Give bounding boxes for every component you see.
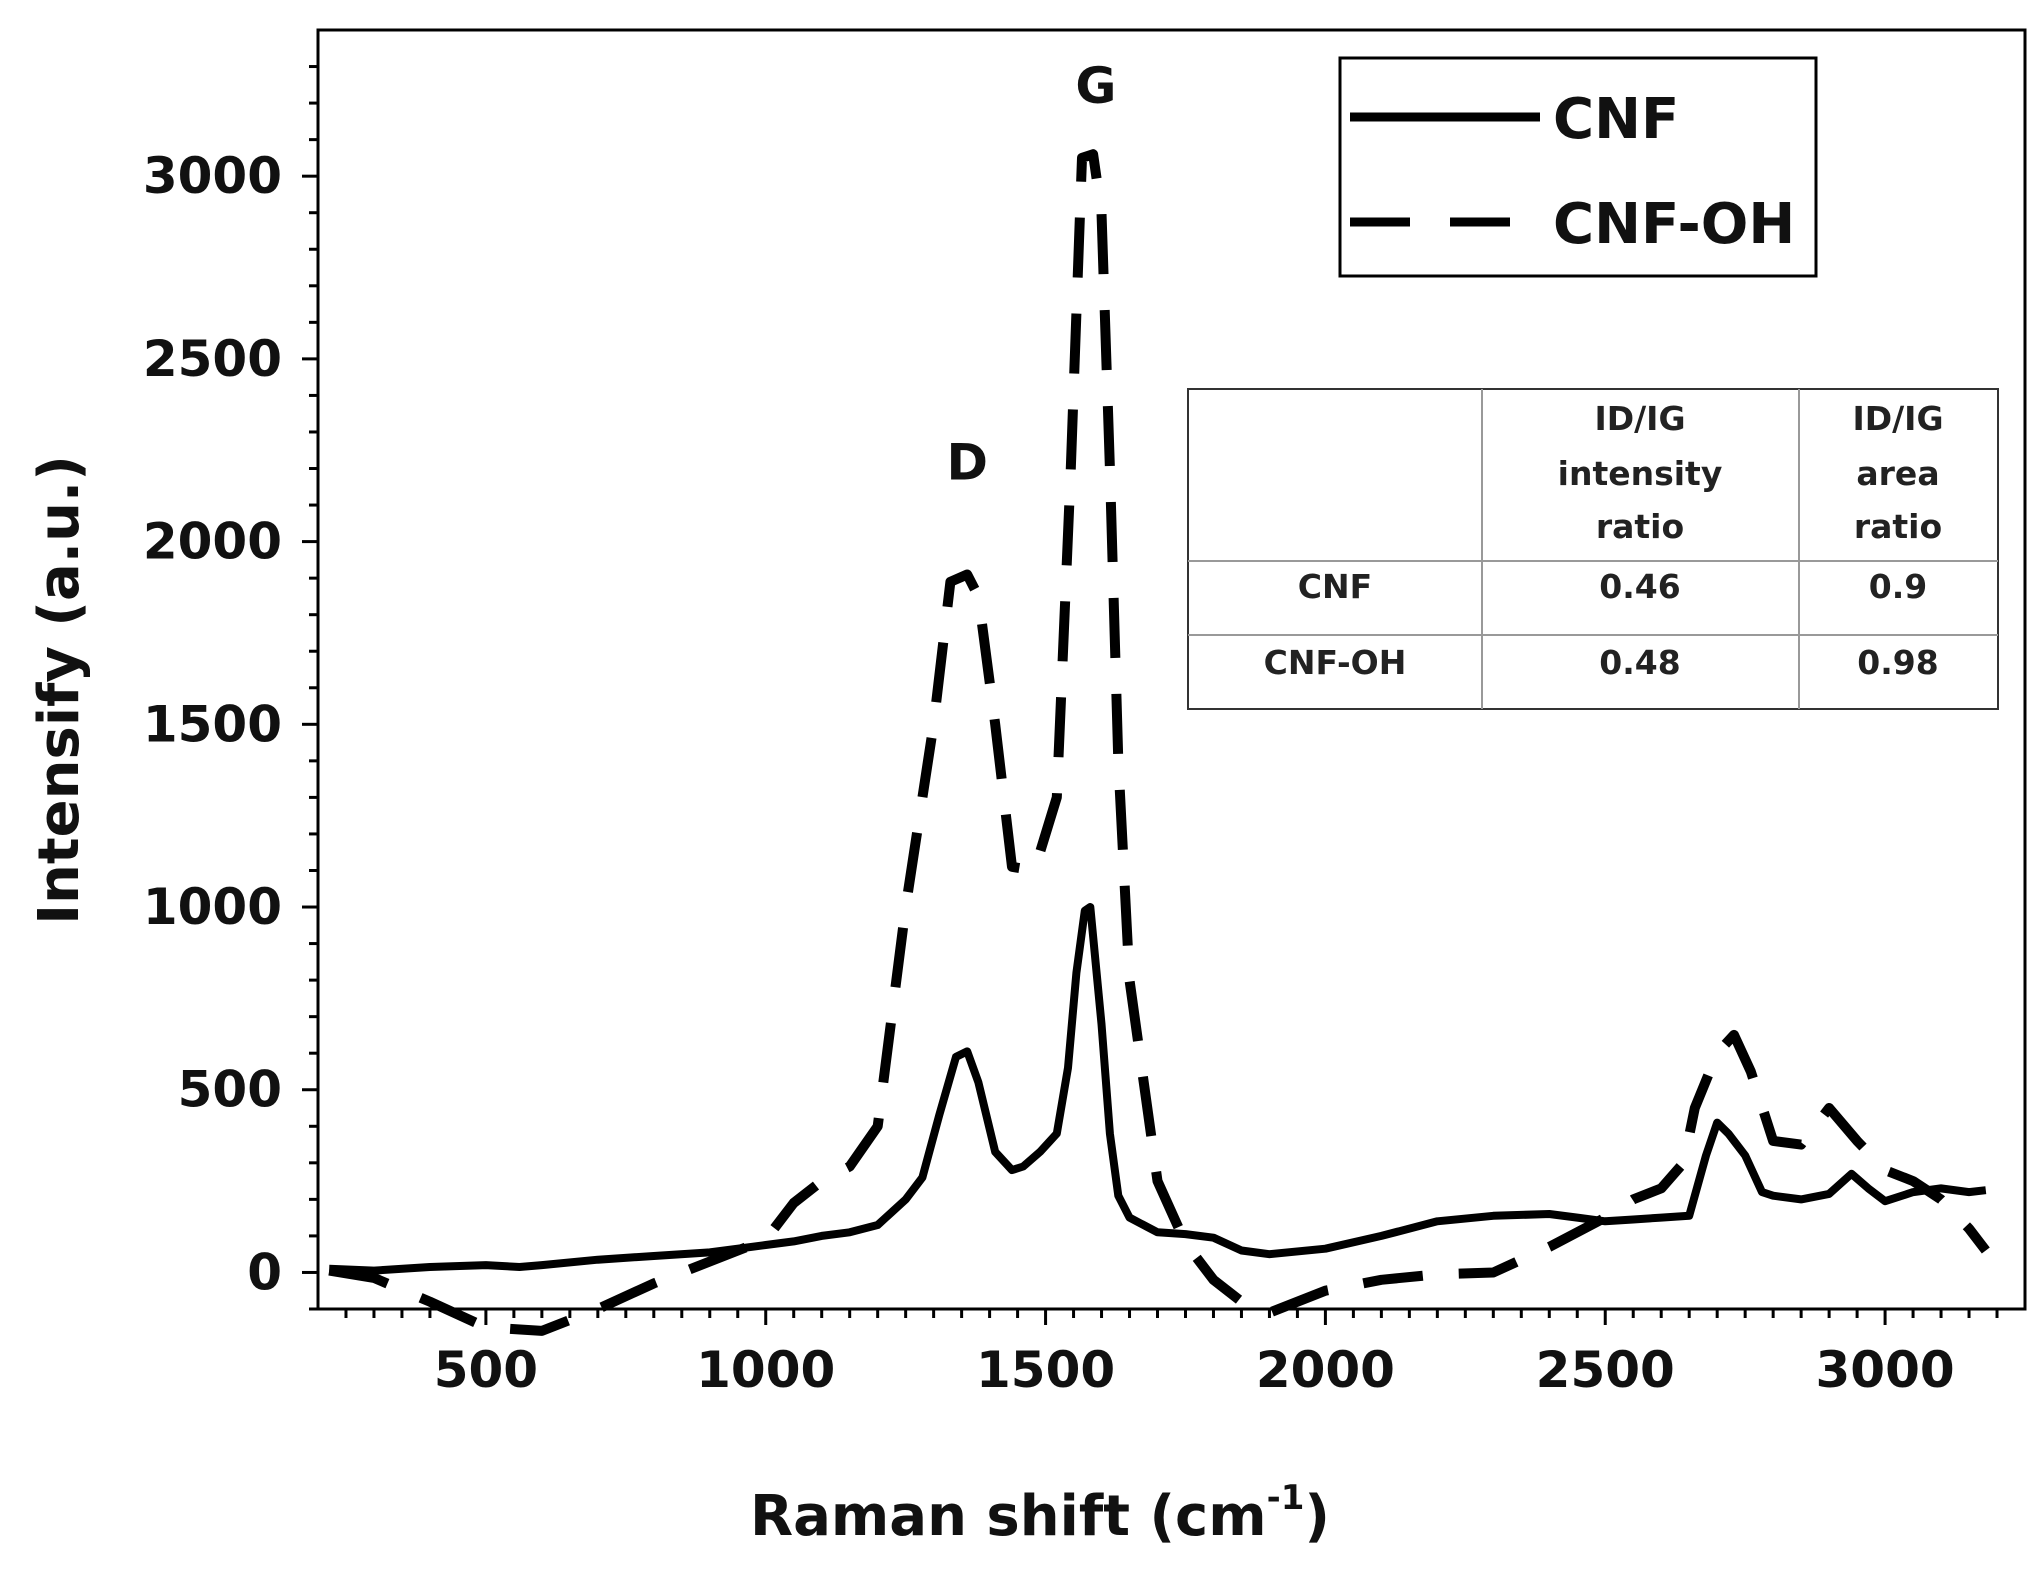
table-row-cnf-label: CNF bbox=[1298, 567, 1372, 606]
x-axis-title: Raman shift (cm-1) bbox=[750, 1478, 1330, 1549]
x-axis-title-main: Raman shift (cm bbox=[750, 1484, 1267, 1549]
x-tick-label: 2500 bbox=[1536, 1341, 1675, 1399]
x-tick-label: 1500 bbox=[976, 1341, 1115, 1399]
table-row-cnf-oh-intensity: 0.48 bbox=[1599, 643, 1680, 682]
legend-label-cnf-oh: CNF-OH bbox=[1553, 192, 1795, 257]
x-tick-label: 3000 bbox=[1815, 1341, 1954, 1399]
y-axis-ticks: 0 500 1000 1500 2000 2500 3000 bbox=[143, 65, 318, 1311]
table-header-area-line1: ID/IG bbox=[1852, 399, 1943, 438]
x-tick-label: 1000 bbox=[696, 1341, 835, 1399]
table-header-intensity-line3: ratio bbox=[1596, 507, 1684, 546]
peak-label-g: G bbox=[1075, 57, 1116, 115]
table-header-area-line2: area bbox=[1856, 454, 1939, 493]
y-tick-label: 1000 bbox=[143, 878, 282, 936]
table-header-intensity-line2: intensity bbox=[1558, 454, 1723, 493]
series-line-cnf-oh bbox=[328, 149, 1990, 1336]
table-header-area-line3: ratio bbox=[1854, 507, 1942, 546]
table-row-cnf-intensity: 0.46 bbox=[1599, 567, 1680, 606]
legend: CNF CNF-OH bbox=[1338, 56, 1818, 278]
plot-frame bbox=[316, 28, 2027, 1311]
y-tick-label: 3000 bbox=[143, 147, 282, 205]
y-axis-title: Intensify (a.u.) bbox=[27, 455, 92, 925]
x-axis-ticks: 500 1000 1500 2000 2500 3000 bbox=[344, 1309, 1999, 1399]
y-tick-label: 1500 bbox=[143, 695, 282, 753]
y-tick-label: 2000 bbox=[143, 513, 282, 571]
x-axis-title-superscript: -1 bbox=[1267, 1478, 1305, 1518]
table-row-cnf-oh-label: CNF-OH bbox=[1264, 643, 1407, 682]
x-axis-title-close: ) bbox=[1304, 1484, 1330, 1549]
peak-label-d: D bbox=[946, 433, 988, 491]
table-header-intensity-line1: ID/IG bbox=[1594, 399, 1685, 438]
ratio-table: ID/IG intensity ratio ID/IG area ratio C… bbox=[1187, 388, 1999, 710]
x-tick-label: 500 bbox=[434, 1341, 538, 1399]
x-tick-label: 2000 bbox=[1256, 1341, 1395, 1399]
table-frame bbox=[1187, 388, 1999, 710]
y-tick-label: 2500 bbox=[143, 330, 282, 388]
series-line-cnf bbox=[329, 903, 1987, 1275]
y-tick-label: 0 bbox=[247, 1243, 282, 1301]
legend-label-cnf: CNF bbox=[1553, 87, 1679, 152]
table-row-cnf-area: 0.9 bbox=[1869, 567, 1927, 606]
table-row-cnf-oh-area: 0.98 bbox=[1857, 643, 1938, 682]
y-tick-label: 500 bbox=[178, 1061, 282, 1119]
legend-box bbox=[1338, 56, 1818, 278]
